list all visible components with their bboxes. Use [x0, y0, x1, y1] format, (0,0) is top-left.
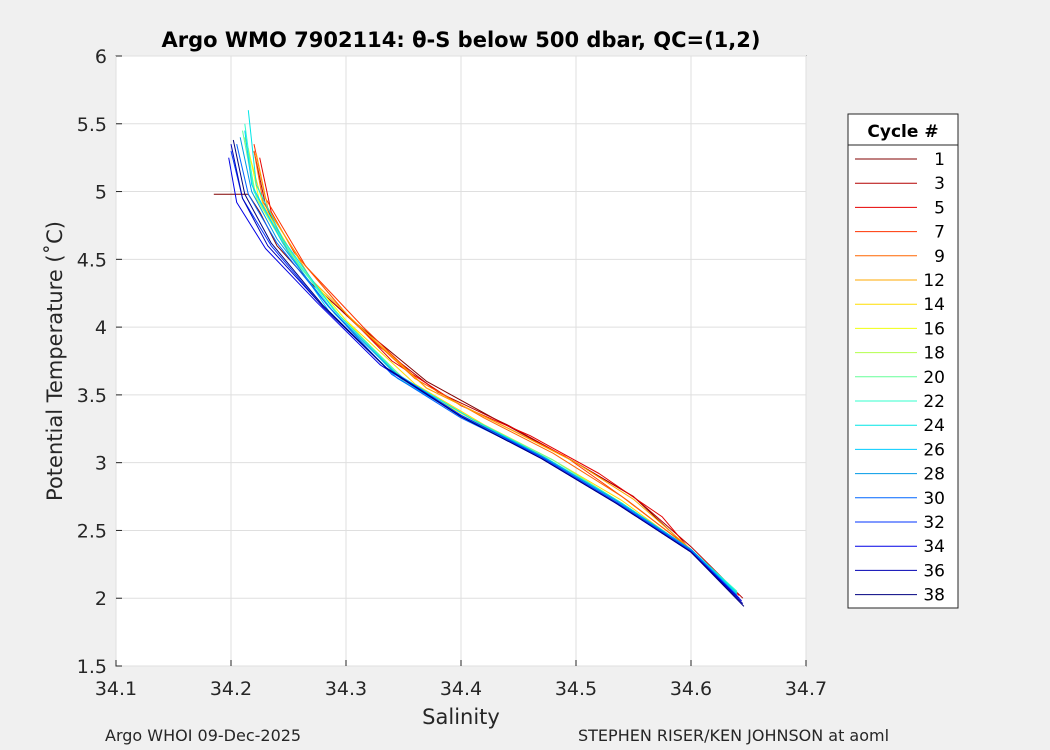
legend: Cycle # 1 3 5 7 9 12 14 16 18 20 22 24 26 28 30 32 34 36 3…: [847, 113, 959, 609]
legend-entry-label: 7: [934, 223, 945, 243]
x-tick-label: 34.2: [210, 678, 252, 700]
legend-entries: 1 3 5 7 9 12 14 16 18 20 22 24 26 28 30 32 34 36 38: [855, 150, 945, 606]
series-line-cycle-38: [232, 139, 745, 607]
grid-lines: [115, 55, 807, 667]
y-tick-label: 3.5: [77, 385, 107, 407]
x-tick-label: 34.5: [555, 678, 597, 700]
x-tick-label: 34.3: [325, 678, 367, 700]
x-tick-label: 34.7: [785, 678, 827, 700]
legend-entry-label: 12: [923, 271, 945, 291]
legend-entry-label: 9: [934, 247, 945, 267]
legend-entry-label: 24: [923, 416, 945, 436]
series-line-cycle-32: [230, 150, 740, 599]
y-tick-label: 2: [95, 588, 107, 610]
legend-title: Cycle #: [867, 122, 938, 142]
x-axis-label: Salinity: [422, 705, 500, 729]
y-tick-label: 5: [95, 182, 107, 204]
legend-entry-label: 26: [923, 440, 945, 460]
y-tick-label: 5.5: [77, 114, 107, 136]
legend-entry-label: 5: [934, 198, 945, 218]
x-tick-label: 34.4: [440, 678, 482, 700]
legend-box: [847, 113, 959, 609]
series-line-cycle-12: [255, 153, 738, 595]
footer-right: STEPHEN RISER/KEN JOHNSON at aoml: [578, 726, 890, 745]
x-tick-label: 34.1: [95, 678, 137, 700]
series-line-cycle-1: [213, 193, 738, 596]
y-tick-label: 6: [95, 46, 107, 68]
y-tick-label: 2.5: [77, 520, 107, 542]
legend-entry-label: 28: [923, 465, 945, 485]
x-tick-label: 34.6: [670, 678, 712, 700]
y-tick-label: 3: [95, 453, 107, 475]
y-axis-label: Potential Temperature (˚C): [43, 221, 67, 501]
y-tick-label: 1.5: [77, 656, 107, 678]
legend-entry-label: 14: [923, 295, 945, 315]
legend-entry-label: 22: [923, 392, 945, 412]
y-tick-label: 4: [95, 317, 107, 339]
legend-entry-label: 20: [923, 368, 945, 388]
legend-entry-label: 34: [923, 537, 945, 557]
chart-title: Argo WMO 7902114: θ-S below 500 dbar, QC…: [162, 28, 761, 52]
legend-entry-label: 18: [923, 344, 945, 364]
y-tick-label: 4.5: [77, 249, 107, 271]
legend-entry-label: 30: [923, 489, 945, 509]
legend-entry-label: 3: [934, 174, 945, 194]
legend-entry-label: 16: [923, 319, 945, 339]
series-lines: [213, 110, 745, 607]
legend-entry-label: 38: [923, 586, 945, 606]
footer-left: Argo WHOI 09-Dec-2025: [105, 726, 302, 745]
x-axis-ticks: 34.1 34.2 34.3 34.4 34.5 34.6 34.7: [95, 660, 827, 700]
legend-entry-label: 1: [934, 150, 945, 170]
legend-entry-label: 32: [923, 513, 945, 533]
legend-entry-label: 36: [923, 561, 945, 581]
y-axis-ticks: 1.5 2 2.5 3 3.5 4 4.5 5 5.5 6: [77, 46, 122, 678]
